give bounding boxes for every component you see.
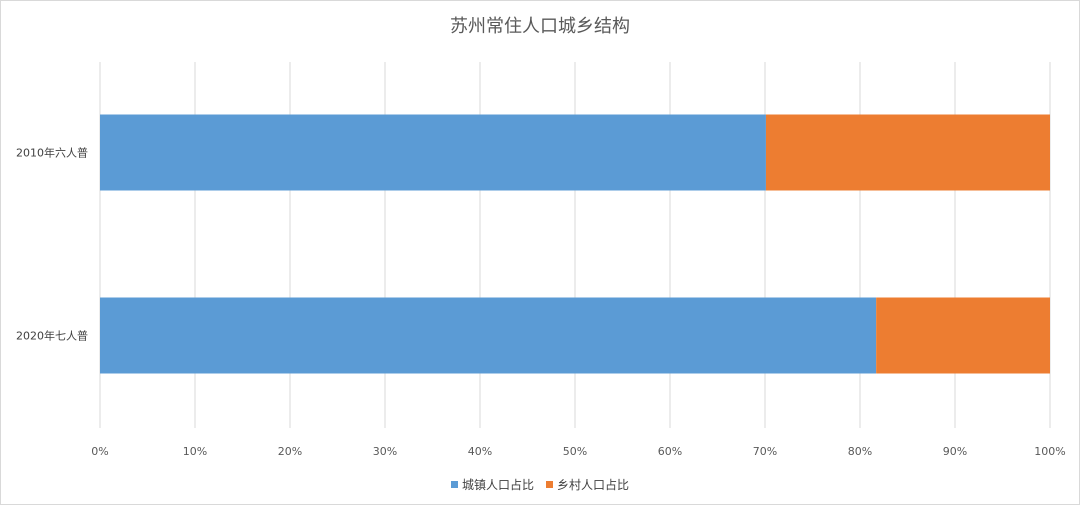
category-label: 2010年六人普 (16, 146, 88, 160)
x-tick-label: 60% (658, 445, 682, 458)
bar-urban (100, 114, 766, 191)
x-tick-label: 70% (753, 445, 777, 458)
legend: 城镇人口占比 乡村人口占比 (0, 476, 1080, 493)
x-tick-label: 50% (563, 445, 587, 458)
legend-item-rural: 乡村人口占比 (546, 476, 629, 493)
x-tick-label: 100% (1034, 445, 1065, 458)
x-tick-label: 40% (468, 445, 492, 458)
legend-label-rural: 乡村人口占比 (557, 478, 630, 492)
bar-rural (876, 297, 1050, 374)
legend-item-urban: 城镇人口占比 (450, 476, 534, 493)
x-tick-label: 90% (943, 445, 967, 458)
legend-label-urban: 城镇人口占比 (461, 478, 534, 492)
x-tick-label: 20% (278, 445, 302, 458)
x-tick-label: 30% (373, 445, 397, 458)
x-tick-label: 10% (183, 445, 207, 458)
chart-title: 苏州常住人口城乡结构 (450, 16, 630, 37)
x-tick-label: 80% (848, 445, 872, 458)
legend-swatch-rural (546, 481, 553, 488)
bar-rural (765, 114, 1050, 191)
bar-urban (100, 297, 877, 374)
category-label: 2020年七人普 (16, 329, 88, 343)
legend-swatch-urban (450, 481, 458, 488)
x-tick-label: 0% (91, 445, 108, 458)
